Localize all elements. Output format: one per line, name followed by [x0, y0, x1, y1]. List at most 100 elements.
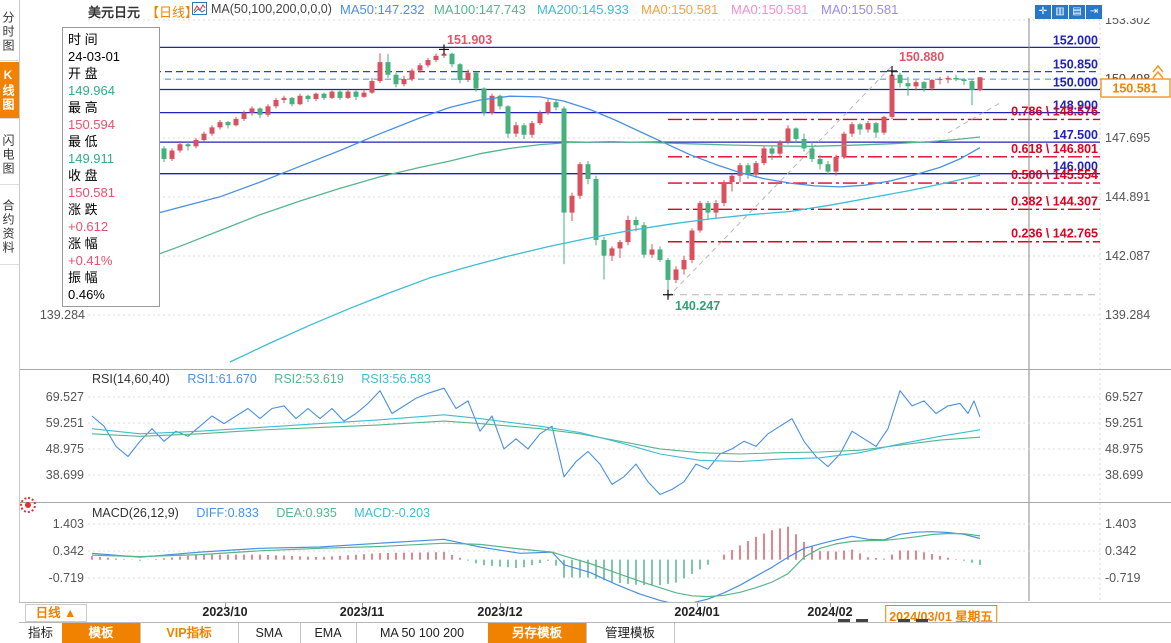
chart-type-sidebar: 分时图 K线图 闪电图 合约资料 [0, 0, 20, 643]
toolbar-sma-button[interactable]: SMA [238, 623, 301, 643]
period-dropdown[interactable]: 日线 ▲ [25, 604, 87, 622]
axis-tick [830, 603, 831, 607]
toolbar-vip-indicators-button[interactable]: VIP指标 [140, 623, 239, 643]
svg-text:0.342: 0.342 [53, 544, 84, 558]
info-low-value: 149.911 [68, 151, 115, 166]
info-change-value: +0.612 [68, 219, 109, 234]
axis-month-label: 2024/02 [807, 605, 853, 619]
svg-text:139.284: 139.284 [40, 308, 85, 322]
info-open-label: 开 盘 [68, 66, 98, 81]
info-change-label: 涨 跌 [68, 202, 98, 217]
info-close-label: 收 盘 [68, 168, 98, 183]
axis-month-label: 2024/01 [674, 605, 720, 619]
toolbar-ema-button[interactable]: EMA [300, 623, 357, 643]
sidebar-tab-timeshare[interactable]: 分时图 [0, 4, 19, 61]
axis-tick [225, 603, 226, 607]
axis-month-label: 2023/10 [202, 605, 248, 619]
svg-text:152.000: 152.000 [1053, 33, 1098, 47]
info-changepct-value: +0.41% [68, 253, 113, 268]
svg-text:48.975: 48.975 [1105, 442, 1143, 456]
info-open-value: 149.964 [68, 83, 115, 98]
macd-macd-value: MACD:-0.203 [354, 506, 431, 520]
info-high-value: 150.594 [68, 117, 115, 132]
sidebar-tab-kline[interactable]: K线图 [0, 62, 19, 119]
svg-text:69.527: 69.527 [1105, 390, 1143, 404]
toolbar-manage-template-button[interactable]: 管理模板 [586, 623, 675, 643]
axis-tick [697, 603, 698, 607]
axis-current-date-label: 2024/03/01 星期五 [885, 605, 997, 626]
rsi1-value: RSI1:61.670 [187, 372, 257, 386]
ma200-value: MA200:145.933 [537, 2, 629, 17]
sidebar-tab-contract-info[interactable]: 合约资料 [0, 190, 19, 265]
timeframe-label: 【日线】 [146, 5, 199, 20]
svg-text:69.527: 69.527 [46, 390, 84, 404]
svg-text:0.500 \ 145.554: 0.500 \ 145.554 [1011, 168, 1098, 182]
svg-text:139.284: 139.284 [1105, 308, 1150, 322]
svg-text:38.699: 38.699 [46, 468, 84, 482]
info-changepct-label: 涨 幅 [68, 236, 98, 251]
indicator-alarm-icon[interactable] [20, 497, 36, 513]
toolbar-ma-periods-button[interactable]: MA 50 100 200 [356, 623, 489, 643]
macd-diff-value: DIFF:0.833 [196, 506, 259, 520]
y-axis-zoom-icon[interactable]: ▥ [1052, 5, 1068, 19]
svg-text:48.975: 48.975 [46, 442, 84, 456]
svg-text:147.500: 147.500 [1053, 128, 1098, 142]
svg-text:150.850: 150.850 [1053, 58, 1098, 72]
svg-text:59.251: 59.251 [46, 416, 84, 430]
svg-text:1.403: 1.403 [53, 517, 84, 531]
toolbar-save-template-button[interactable]: 另存模板 [488, 623, 587, 643]
axis-month-label: 2023/12 [477, 605, 523, 619]
move-crosshair-icon[interactable]: ✛ [1035, 5, 1051, 19]
info-close-value: 150.581 [68, 185, 115, 200]
toolbar-template-button[interactable]: 模板 [62, 623, 141, 643]
jump-to-latest-icon[interactable]: ⇥ [1086, 5, 1102, 19]
ma-legend-icon [192, 2, 207, 18]
svg-text:38.699: 38.699 [1105, 468, 1143, 482]
svg-text:-0.719: -0.719 [1105, 571, 1140, 585]
ma0-value-2: MA0:150.581 [731, 2, 809, 17]
svg-text:1.403: 1.403 [1105, 517, 1136, 531]
axis-tick [500, 603, 501, 607]
svg-text:0.236 \ 142.765: 0.236 \ 142.765 [1011, 227, 1098, 241]
bottom-toolbar: 指标 模板 VIP指标 SMA EMA MA 50 100 200 另存模板 管… [19, 622, 1171, 643]
svg-text:0.382 \ 144.307: 0.382 \ 144.307 [1011, 194, 1098, 208]
x-axis-zoom-icon[interactable]: ▤ [1069, 5, 1085, 19]
clipped-text-mark [838, 619, 850, 622]
ma0-value-1: MA0:150.581 [641, 2, 719, 17]
ma0-value-3: MA0:150.581 [821, 2, 899, 17]
macd-header: MACD(26,12,9) DIFF:0.833 DEA:0.935 MACD:… [92, 506, 444, 520]
ohlc-info-panel: 时 间 24-03-01 开 盘 149.964 最 高 150.594 最 低… [62, 27, 160, 307]
ma50-value: MA50:147.232 [340, 2, 425, 17]
svg-text:142.087: 142.087 [1105, 249, 1150, 263]
svg-text:144.891: 144.891 [1105, 190, 1150, 204]
ma100-value: MA100:147.743 [434, 2, 526, 17]
info-low-label: 最 低 [68, 134, 98, 149]
ma-settings-label: MA(50,100,200,0,0,0) [211, 2, 332, 16]
rsi-header: RSI(14,60,40) RSI1:61.670 RSI2:53.619 RS… [92, 372, 445, 386]
svg-text:147.695: 147.695 [1105, 131, 1150, 145]
info-amplitude-value: 0.46% [68, 287, 105, 302]
sidebar-tab-lightning[interactable]: 闪电图 [0, 126, 19, 185]
svg-text:150.581: 150.581 [1112, 82, 1157, 96]
info-time-label: 时 间 [68, 32, 98, 47]
clipped-text-mark [898, 619, 910, 622]
toolbar-indicators-button[interactable]: 指标 [19, 623, 63, 643]
symbol-title: 美元日元 [88, 5, 141, 20]
info-time-value: 24-03-01 [68, 49, 121, 64]
svg-text:-0.719: -0.719 [49, 571, 84, 585]
macd-dea-value: DEA:0.935 [276, 506, 337, 520]
axis-month-label: 2023/11 [339, 605, 385, 619]
info-high-label: 最 高 [68, 100, 98, 115]
svg-text:150.880: 150.880 [899, 50, 944, 64]
svg-text:148.900: 148.900 [1053, 99, 1098, 113]
clipped-text-mark [856, 619, 868, 622]
svg-text:146.000: 146.000 [1053, 160, 1098, 174]
svg-text:151.903: 151.903 [447, 33, 492, 47]
rsi-title: RSI(14,60,40) [92, 372, 170, 386]
macd-title: MACD(26,12,9) [92, 506, 179, 520]
svg-text:150.000: 150.000 [1053, 75, 1098, 89]
rsi2-value: RSI2:53.619 [274, 372, 344, 386]
time-axis-row: 日线 ▲ 2023/10 2023/11 2023/12 2024/01 202… [19, 602, 1171, 626]
